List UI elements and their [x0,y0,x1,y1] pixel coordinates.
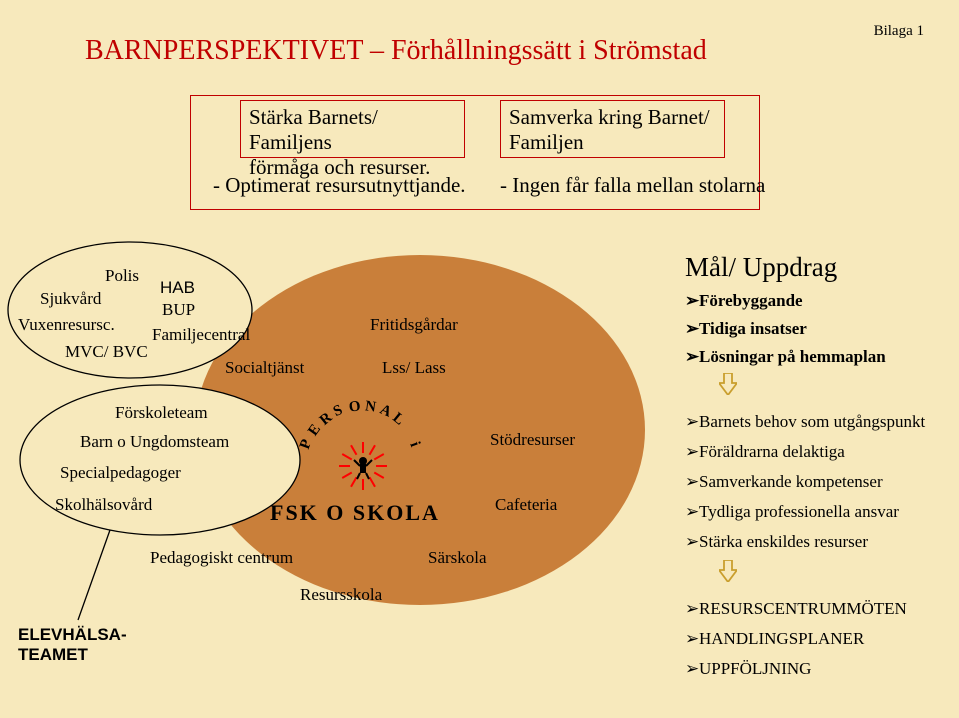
label-forskole: Förskoleteam [115,403,208,423]
goal-item: ➢Lösningar på hemmaplan [685,347,950,367]
goal-item: ➢Barnets behov som utgångspunkt [685,412,950,432]
elev-team-label: ELEVHÄLSA- TEAMET [18,625,127,664]
goal-item: ➢Tidiga insatser [685,319,950,339]
label-resurs: Resursskola [300,585,382,605]
goal-item: ➢Samverkande kompetenser [685,472,950,492]
goal-item: ➢Föräldrarna delaktiga [685,442,950,462]
goal-item: ➢RESURSCENTRUMMÖTEN [685,599,950,619]
label-polis: Polis [105,266,139,286]
label-sarskola: Särskola [428,548,487,568]
label-stod: Stödresurser [490,430,575,450]
fsk-o-skola-text: FSK O SKOLA [270,500,440,526]
label-sjukvard: Sjukvård [40,289,101,309]
goals-panel: Mål/ Uppdrag ➢Förebyggande ➢Tidiga insats… [685,252,950,689]
goal-item: ➢Stärka enskildes resurser [685,532,950,552]
goal-item: ➢UPPFÖLJNING [685,659,950,679]
goals-group-3: ➢RESURSCENTRUMMÖTEN ➢HANDLINGSPLANER ➢UPPF… [685,599,950,679]
label-fritid: Fritidsgårdar [370,315,458,335]
goal-item: ➢Förebyggande [685,291,950,311]
goals-group-2: ➢Barnets behov som utgångspunkt ➢Föräldra… [685,412,950,552]
label-mvc: MVC/ BVC [65,342,148,362]
label-cafe: Cafeteria [495,495,557,515]
goals-group-1: ➢Förebyggande ➢Tidiga insatser ➢Lösningar … [685,291,950,367]
label-spec: Specialpedagoger [60,463,181,483]
label-hab: HAB [160,278,195,298]
label-bup: BUP [162,300,195,320]
label-social: Socialtjänst [225,358,304,378]
elev-line1: ELEVHÄLSA- [18,625,127,644]
goals-heading: Mål/ Uppdrag [685,252,950,283]
label-skol: Skolhälsovård [55,495,152,515]
goal-item: ➢HANDLINGSPLANER [685,629,950,649]
label-pedag: Pedagogiskt centrum [150,548,293,568]
elev-connector-line [78,530,110,620]
down-arrow-icon [719,560,737,582]
label-barn: Barn o Ungdomsteam [80,432,229,452]
down-arrow-icon [719,373,737,395]
elev-line2: TEAMET [18,645,88,664]
label-vuxen: Vuxenresursc. [18,315,115,335]
label-lss: Lss/ Lass [382,358,446,378]
label-familjec: Familjecentral [152,325,250,345]
goal-item: ➢Tydliga professionella ansvar [685,502,950,522]
